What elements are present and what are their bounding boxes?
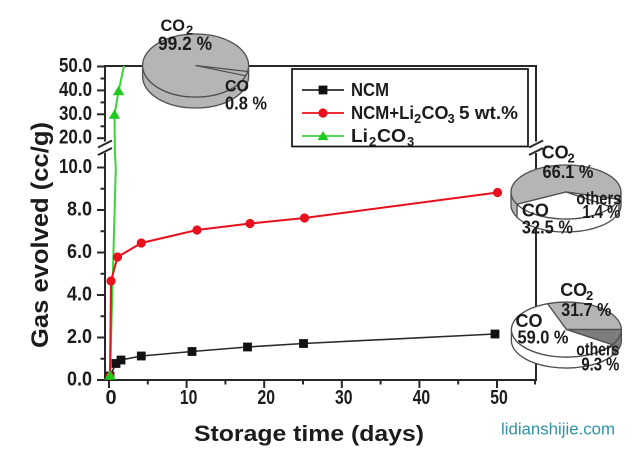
svg-text:lidianshijie.com: lidianshijie.com	[501, 420, 615, 439]
svg-text:3: 3	[407, 134, 414, 149]
svg-text:10.0: 10.0	[59, 156, 92, 178]
svg-text:others: others	[576, 189, 621, 209]
svg-text:1.4 %: 1.4 %	[582, 202, 620, 222]
svg-text:0.0: 0.0	[67, 369, 92, 391]
svg-text:50: 50	[490, 387, 508, 409]
svg-text:CO: CO	[516, 311, 543, 331]
svg-text:CO: CO	[542, 143, 569, 163]
svg-text:3: 3	[448, 111, 455, 126]
svg-text:30: 30	[335, 387, 353, 409]
svg-text:0: 0	[105, 387, 116, 409]
svg-text:40: 40	[413, 387, 431, 409]
svg-text:6.0: 6.0	[67, 241, 92, 263]
svg-text:40.0: 40.0	[59, 79, 92, 101]
svg-text:CO: CO	[522, 201, 549, 221]
svg-text:0.8 %: 0.8 %	[225, 94, 267, 114]
svg-text:66.1 %: 66.1 %	[543, 162, 594, 182]
svg-text:20.0: 20.0	[59, 127, 92, 149]
svg-text:50.0: 50.0	[59, 55, 92, 77]
svg-text:NCM+Li: NCM+Li	[351, 103, 414, 123]
svg-text:32.5 %: 32.5 %	[522, 218, 573, 238]
svg-text:8.0: 8.0	[67, 199, 92, 221]
svg-text:2: 2	[369, 134, 376, 149]
svg-text:10: 10	[180, 387, 198, 409]
svg-text:CO: CO	[422, 103, 449, 123]
svg-text:2: 2	[414, 111, 421, 126]
svg-text:2: 2	[568, 151, 575, 166]
svg-text:2.0: 2.0	[67, 326, 92, 348]
svg-text:2: 2	[186, 23, 193, 38]
svg-text:CO: CO	[161, 16, 186, 35]
svg-text:20: 20	[257, 387, 275, 409]
svg-text:CO: CO	[560, 280, 587, 300]
svg-text:CO: CO	[377, 126, 406, 146]
svg-text:59.0 %: 59.0 %	[518, 328, 569, 348]
svg-text:30.0: 30.0	[59, 103, 92, 125]
svg-text:4.0: 4.0	[67, 284, 92, 306]
svg-text:2: 2	[586, 288, 593, 303]
svg-text:5 wt.%: 5 wt.%	[459, 103, 518, 123]
svg-text:9.3 %: 9.3 %	[581, 355, 619, 375]
svg-text:31.7 %: 31.7 %	[561, 300, 611, 320]
svg-text:CO: CO	[225, 77, 249, 96]
svg-text:Storage time (days): Storage time (days)	[194, 421, 424, 446]
svg-text:Li: Li	[351, 126, 368, 146]
svg-text:99.2 %: 99.2 %	[158, 34, 212, 55]
svg-text:NCM: NCM	[351, 80, 389, 100]
svg-text:others: others	[576, 340, 619, 360]
svg-text:Gas evolved (cc/g): Gas evolved (cc/g)	[27, 122, 54, 348]
